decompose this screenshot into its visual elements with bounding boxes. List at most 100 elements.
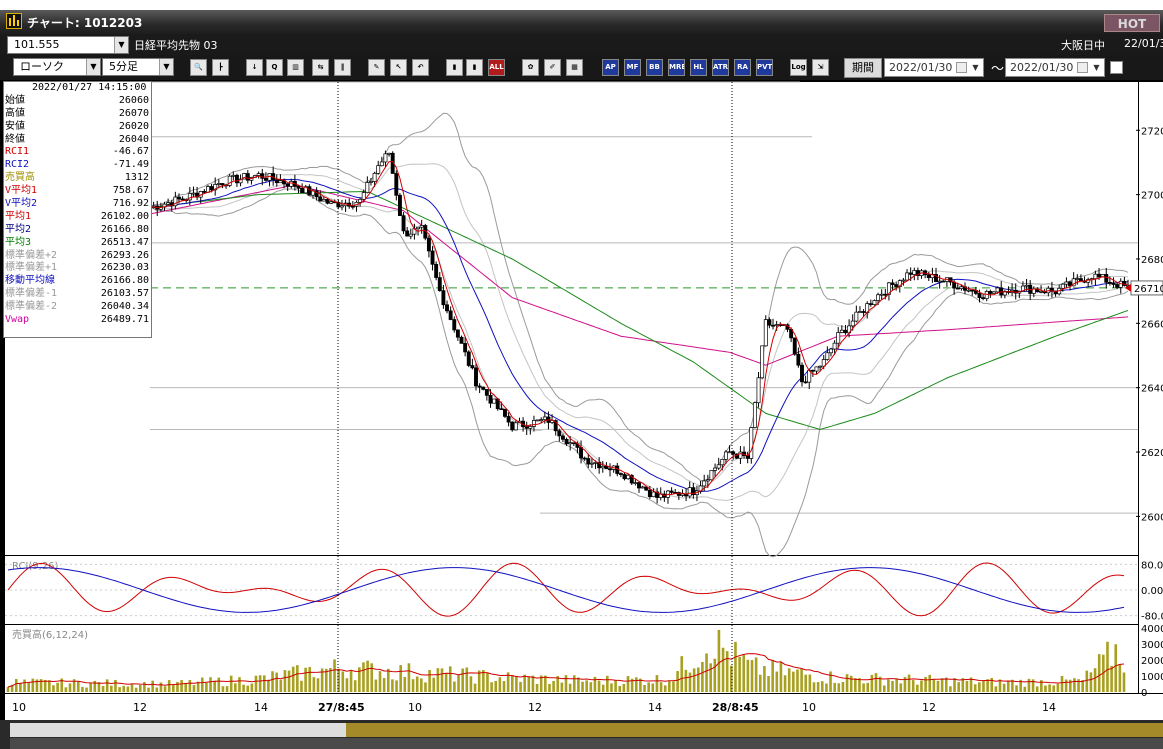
volume-bar <box>287 670 291 692</box>
candle-body <box>263 178 268 181</box>
volume-bar <box>717 629 721 692</box>
rci-short-line <box>7 562 1125 617</box>
volume-bar <box>370 663 374 692</box>
volume-bar <box>258 675 262 692</box>
volume-bar <box>796 669 799 692</box>
volume-bar <box>329 668 332 692</box>
info-datetime: 2022/01/27 14:15:00 <box>32 82 147 93</box>
candle-body <box>1111 282 1116 285</box>
undo-icon[interactable]: ↶ <box>412 59 429 76</box>
volume-bar <box>14 679 18 692</box>
export-icon[interactable]: ⇲ <box>812 59 829 76</box>
chevron-down-icon[interactable]: ▼ <box>159 59 173 75</box>
calendar-icon[interactable] <box>1077 62 1088 73</box>
volume-bar <box>668 681 671 692</box>
volume-bar <box>1002 683 1006 692</box>
scroll-track-left[interactable] <box>10 723 346 737</box>
volume-bar <box>138 685 142 692</box>
brush-icon[interactable]: ✐ <box>544 59 561 76</box>
candle-body <box>419 225 424 228</box>
chevron-down-icon[interactable]: ▼ <box>972 63 979 72</box>
gear-icon[interactable]: ✿ <box>522 59 539 76</box>
atr-button[interactable]: ATR <box>712 59 729 76</box>
candle-body <box>705 479 710 482</box>
volume-bar <box>279 679 283 692</box>
candle-red-icon[interactable]: ▮ <box>466 59 483 76</box>
candle-body <box>702 480 707 487</box>
rci-label: RCI(9,26) <box>12 561 59 572</box>
candle-body <box>604 465 609 470</box>
code-select[interactable]: 101.555 ▼ <box>7 36 129 54</box>
volume-bar <box>651 683 655 692</box>
volume-bar <box>382 678 386 692</box>
mre-button[interactable]: MRE <box>668 59 685 76</box>
bar-chart-icon[interactable]: ▥ <box>287 59 304 76</box>
volume-bar <box>618 685 622 692</box>
volume-bar <box>845 674 849 692</box>
mf-button[interactable]: MF <box>624 59 641 76</box>
scroll-thumb[interactable] <box>346 723 1163 737</box>
chart-type-select[interactable]: ローソク ▼ <box>13 58 101 76</box>
chart-area[interactable]: RCI(9,26) 80.0 0.00 -80.0 売買高(6,12,24) 4000 3… <box>0 80 1163 749</box>
volume-bar <box>366 660 369 692</box>
volume-bar <box>110 685 113 692</box>
rci-long-line <box>7 567 1125 613</box>
volume-bar <box>1060 675 1064 692</box>
volume-bar <box>345 678 349 692</box>
date-to-field[interactable]: 2022/01/30 ▼ <box>1005 58 1105 77</box>
candle-body <box>720 459 725 466</box>
ra-button[interactable]: RA <box>734 59 751 76</box>
volume-bar <box>85 687 88 692</box>
volume-bar <box>114 679 117 692</box>
candle-body <box>908 272 913 275</box>
zoom-icon[interactable]: 🔍 <box>190 59 207 76</box>
volume-bar <box>688 672 692 692</box>
pvt-button[interactable]: PVT <box>756 59 773 76</box>
cursor-icon[interactable]: ↖ <box>390 59 407 76</box>
volume-bar <box>89 682 92 692</box>
range-checkbox[interactable] <box>1110 61 1123 74</box>
log-button[interactable]: Log <box>790 59 807 76</box>
candle-body <box>318 196 323 202</box>
volume-bar <box>68 683 72 692</box>
chevron-down-icon[interactable]: ▼ <box>86 59 100 75</box>
candle-body <box>448 310 453 320</box>
candle-body <box>810 369 815 372</box>
interval-select[interactable]: 5分足 ▼ <box>102 58 174 76</box>
info-row: 終値 26040 <box>4 134 151 147</box>
scrollbar[interactable] <box>10 738 1163 749</box>
volume-bar <box>105 679 109 692</box>
volume-bar <box>316 678 320 692</box>
chevron-down-icon[interactable]: ▼ <box>114 37 128 53</box>
palette-icon[interactable]: ▦ <box>566 59 583 76</box>
candle-body <box>589 462 594 465</box>
date-from-field[interactable]: 2022/01/30 ▼ <box>884 58 984 77</box>
volume-bar <box>300 680 303 692</box>
hl-button[interactable]: HL <box>690 59 707 76</box>
chevron-down-icon[interactable]: ▼ <box>1093 63 1100 72</box>
ruler-icon[interactable]: ‖ <box>334 59 351 76</box>
volume-bar <box>391 679 394 692</box>
down-arrow-icon[interactable]: ↓ <box>246 59 263 76</box>
bb-button[interactable]: BB <box>646 59 663 76</box>
ap-button[interactable]: AP <box>602 59 619 76</box>
search-chart-icon[interactable]: Q <box>266 59 283 76</box>
candle-body <box>890 282 895 285</box>
time-tick-label: 12 <box>528 701 542 714</box>
pencil-icon[interactable]: ✎ <box>368 59 385 76</box>
candle-body <box>383 153 388 163</box>
volume-bar <box>721 647 725 692</box>
info-value: 26102.00 <box>100 210 149 222</box>
compare-icon[interactable]: ⇆ <box>312 59 329 76</box>
all-button[interactable]: ALL <box>488 59 505 76</box>
candle-icon[interactable]: ▮ <box>446 59 463 76</box>
calendar-icon[interactable] <box>956 62 967 73</box>
period-button[interactable]: 期間 <box>844 58 882 78</box>
candle-body <box>825 352 830 360</box>
crosshair-icon[interactable]: ┣ <box>212 59 229 76</box>
volume-panel[interactable] <box>5 625 1138 693</box>
volume-bar <box>473 683 477 692</box>
volume-bar <box>448 666 452 692</box>
candle-body <box>180 198 185 201</box>
hot-button[interactable]: HOT <box>1104 14 1160 32</box>
